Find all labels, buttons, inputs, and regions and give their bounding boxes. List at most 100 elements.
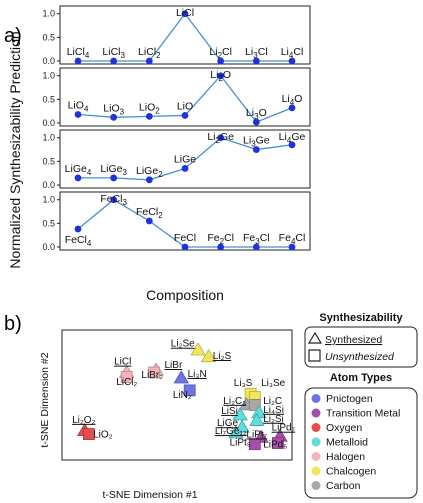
point-synthesized [234,419,250,433]
point-unsynthesized [183,384,196,397]
data-point [288,104,296,112]
category-label: LiCl2 [138,46,161,60]
y-tick-label: 0.0 [42,118,55,128]
point-label: LiPt₅ [230,437,251,448]
category-label: FeCl4 [65,234,92,248]
data-point [145,176,153,184]
atom-type-swatch [311,466,321,476]
category-label: LiGe2 [136,165,163,179]
category-label: Li4Cl [281,46,304,60]
point-label: LiPd₅ [263,440,287,451]
y-axis-label: Normalized Synthesizability Prediction [7,31,23,268]
data-point [181,243,189,251]
y-tick-label: 0.5 [42,156,55,166]
atom-type-swatch [311,481,321,490]
category-label: LiCl [176,7,194,19]
point-label: LiPd₇ [272,423,296,434]
subplot-1: 0.0 0.5 1.0 LiCl4 LiCl3 LiCl2 LiCl Li2Cl Li3Cl Li… [42,5,311,66]
legend: Synthesizability Synthesized Unsynthesized… [304,312,418,499]
y-tick-label: 0.0 [42,56,55,66]
atom-legend-title: Atom Types [330,372,392,384]
synth-legend-box [304,326,418,368]
category-label: LiCl4 [67,46,90,60]
data-point [145,217,153,225]
data-point [145,112,153,120]
point-label: LiSi [221,406,238,417]
point-unsynthesized [83,428,95,440]
subplot-frame [59,129,311,189]
category-label: Fe3Cl [243,232,270,246]
point-label: LiBr₂ [141,370,163,381]
point-label: Li₃Se [261,378,286,389]
category-label: Li2Cl [209,46,232,60]
atom-type-swatch [311,408,321,418]
atom-type-swatch [311,437,321,447]
data-point [217,243,225,251]
point-synthesized [232,407,248,421]
category-label: Fe4Cl [279,232,306,246]
subplot-4: 0.0 0.5 1.0 FeCl4 FeCl3 FeCl2 FeCl Fe2Cl Fe3Cl Fe… [42,191,311,252]
point-label: Li₂S [213,351,232,362]
atom-type-swatch [311,394,321,403]
category-label: LiCl3 [102,46,125,60]
data-point [74,174,82,182]
category-label: FeCl [174,232,196,244]
y-tick-label: 0.5 [42,32,55,42]
point-label: Li₂Si [263,414,284,425]
category-label: Li3Ge [243,135,270,149]
category-label: LiGe [174,153,196,165]
y-axis-label: t-SNE Dimension #2 [39,352,51,447]
category-label: LiGe4 [65,163,92,177]
category-label: Li2Ge [207,131,234,145]
data-point [110,196,118,204]
subplot-frame [59,5,311,65]
category-label: FeCl3 [100,193,127,207]
x-axis-label: Composition [146,287,224,303]
point-unsynthesized [148,366,160,379]
panel-a-line-charts: 0.0 0.5 1.0 LiCl4 LiCl3 LiCl2 LiCl Li2Cl Li3Cl Li… [7,5,311,303]
category-label: Li4Ge [279,131,306,145]
panel-b-label: b) [4,313,22,335]
atom-type-label: Oxygen [326,422,362,434]
category-label: FeCl2 [136,206,163,220]
point-label: LiCl [114,357,131,368]
point-label: LiBr [165,360,183,371]
point-synthesized [200,349,217,363]
data-point [252,243,260,251]
point-label: Li₂Se [171,339,195,350]
category-label: Li3Cl [245,46,268,60]
point-label: Li₇Ge₁₂ [215,426,247,437]
data-point [181,165,189,172]
x-axis-label: t-SNE Dimension #1 [102,489,197,501]
point-unsynthesized [248,438,261,451]
category-label: LiO3 [103,102,124,116]
subplot-frame [59,67,311,127]
unsynthesized-label: Unsynthesized [325,351,395,363]
square-icon [308,349,321,362]
data-point [288,141,296,149]
atom-type-label: Halogen [326,451,365,463]
y-tick-label: 0.5 [42,94,55,104]
point-unsynthesized [271,437,284,449]
point-unsynthesized [120,371,133,383]
category-label: Fe2Cl [207,232,234,246]
subplot-3: 0.0 0.5 1.0 LiGe4 LiGe3 LiGe2 LiGe Li2Ge Li3Ge Li… [42,129,311,190]
category-label: Li4O [282,93,303,107]
point-label: Li₃N [188,369,207,380]
point-label: Li₃S [234,378,253,389]
y-tick-label: 0.0 [42,180,55,190]
synth-legend-title: Synthesizability [319,312,403,324]
data-point [288,57,296,65]
atom-type-label: Transition Metal [326,408,400,420]
atom-type-label: Metalloid [326,437,368,449]
data-point [252,146,260,153]
point-label: Li₂O₂ [72,415,95,426]
data-point [217,57,225,65]
data-point [74,111,82,118]
y-tick-label: 0.0 [42,242,55,252]
atom-type-label: Carbon [326,480,361,492]
point-label: Li₄Si [263,405,284,416]
data-point [74,57,82,65]
